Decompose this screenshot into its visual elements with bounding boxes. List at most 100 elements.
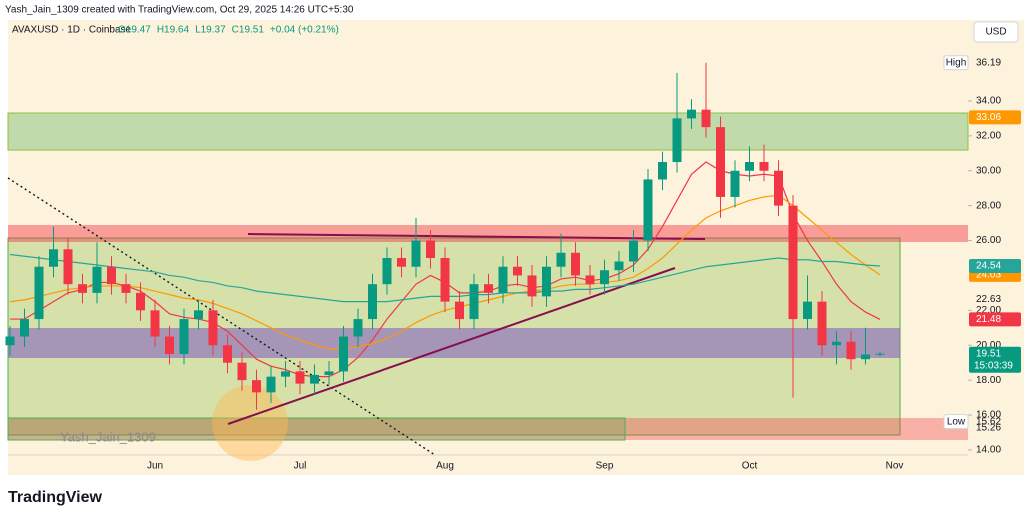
candle-body [788, 205, 798, 320]
price-label-tag: Low [947, 416, 966, 427]
last-price-bg [969, 346, 1021, 373]
candle-body [20, 319, 29, 337]
candle-body [49, 249, 58, 267]
x-tick-label: Nov [886, 461, 904, 472]
candle-body [382, 257, 392, 285]
ohlc-value: H19.64 [157, 25, 190, 36]
y-tick-label: 26.00 [976, 235, 1001, 246]
candle-body [803, 301, 812, 320]
pivot-zone [8, 328, 900, 358]
y-tick-label: 18.00 [976, 375, 1001, 386]
candle-body [5, 336, 15, 346]
candle-body [629, 240, 638, 262]
candle-body [716, 127, 725, 197]
candle-body [411, 240, 421, 267]
candle-body [78, 284, 87, 293]
candle-body [643, 179, 653, 241]
candle-body [194, 310, 203, 320]
x-tick-label: Jun [147, 461, 163, 472]
candle-body [324, 371, 334, 375]
candle-body [455, 301, 464, 320]
candle-body [701, 109, 711, 128]
price-axis [968, 20, 1024, 475]
highlight-circle [212, 385, 288, 461]
candle-body [266, 376, 276, 393]
y-tick-label: 30.00 [976, 165, 1001, 176]
candle-body [658, 162, 667, 180]
candle-body [556, 252, 566, 267]
x-tick-label: Oct [742, 461, 758, 472]
candle-body [179, 319, 189, 354]
candle-body [223, 345, 232, 363]
brand: TradingView [8, 489, 103, 506]
ohlc-value: O19.47 [118, 25, 151, 36]
candle-body [730, 170, 740, 197]
supply-zone [8, 225, 968, 242]
currency[interactable]: USD [985, 27, 1006, 38]
candle-body [397, 257, 406, 267]
candle-body [136, 292, 145, 311]
candle-body [527, 275, 537, 297]
price-label: 33.06 [976, 112, 1001, 123]
price-label: 22.63 [976, 294, 1001, 305]
candle-body [63, 249, 73, 285]
candle-body [585, 275, 595, 285]
candle-body [484, 284, 493, 293]
candle-body [600, 270, 609, 285]
candle-body [237, 362, 247, 381]
plot-area [8, 20, 968, 475]
legend: O19.47 H19.64 L19.37 C19.51 +0.04 (+0.21%) [118, 25, 339, 36]
high-price: 36.19 [976, 57, 1001, 68]
y-tick-label: 14.00 [976, 445, 1001, 456]
candle-body [687, 109, 696, 119]
marks [5, 62, 885, 410]
x-tick-label: Jul [294, 461, 307, 472]
attribution: Yash_Jain_1309 created with TradingView.… [5, 5, 354, 16]
ohlc-value: L19.37 [195, 25, 226, 36]
horizontal-trend-line [247, 233, 706, 240]
uptrend-line [227, 267, 676, 425]
candle-body [107, 266, 116, 285]
candle-body [745, 162, 754, 171]
ma-price: 24.54 [976, 261, 1001, 272]
candle-body [861, 354, 870, 360]
candle-body [34, 266, 44, 320]
candle-body [339, 336, 348, 372]
candle-body [121, 284, 131, 293]
candle-body [295, 371, 305, 384]
candle-body [310, 374, 319, 384]
price-label-bg [969, 110, 1021, 125]
candle-body [832, 341, 841, 346]
candle-body [846, 341, 856, 360]
candle-body [208, 310, 218, 346]
candle-body [875, 353, 885, 355]
ma-price-bg [969, 312, 1021, 327]
resistance-zone [7, 112, 969, 151]
ma-price: 21.48 [976, 314, 1001, 325]
watermark: Yash_Jain_1309 [60, 429, 156, 444]
candle-body [498, 266, 508, 293]
price-label: 15.26 [976, 423, 1001, 434]
candle-body [774, 170, 783, 206]
high-price-tag-bg [943, 55, 969, 71]
candle-body [817, 301, 827, 346]
candle-body [542, 266, 551, 297]
x-tick-label: Sep [596, 461, 614, 472]
price-label: 15.62 [976, 416, 1001, 427]
currency-button[interactable] [973, 21, 1019, 43]
candle-body [368, 284, 377, 320]
support-box [7, 417, 626, 441]
candle-body [165, 336, 174, 354]
y-tick-label: 20.00 [976, 340, 1001, 351]
candle-body [759, 162, 769, 171]
demand-zone [8, 418, 968, 440]
candle-body [252, 380, 261, 393]
candle-body [426, 240, 435, 258]
candle-body [150, 310, 160, 337]
y-tick-label: 28.00 [976, 200, 1001, 211]
candle-body [672, 118, 682, 163]
ma-price-bg [969, 259, 1021, 274]
candle-body [513, 266, 522, 276]
